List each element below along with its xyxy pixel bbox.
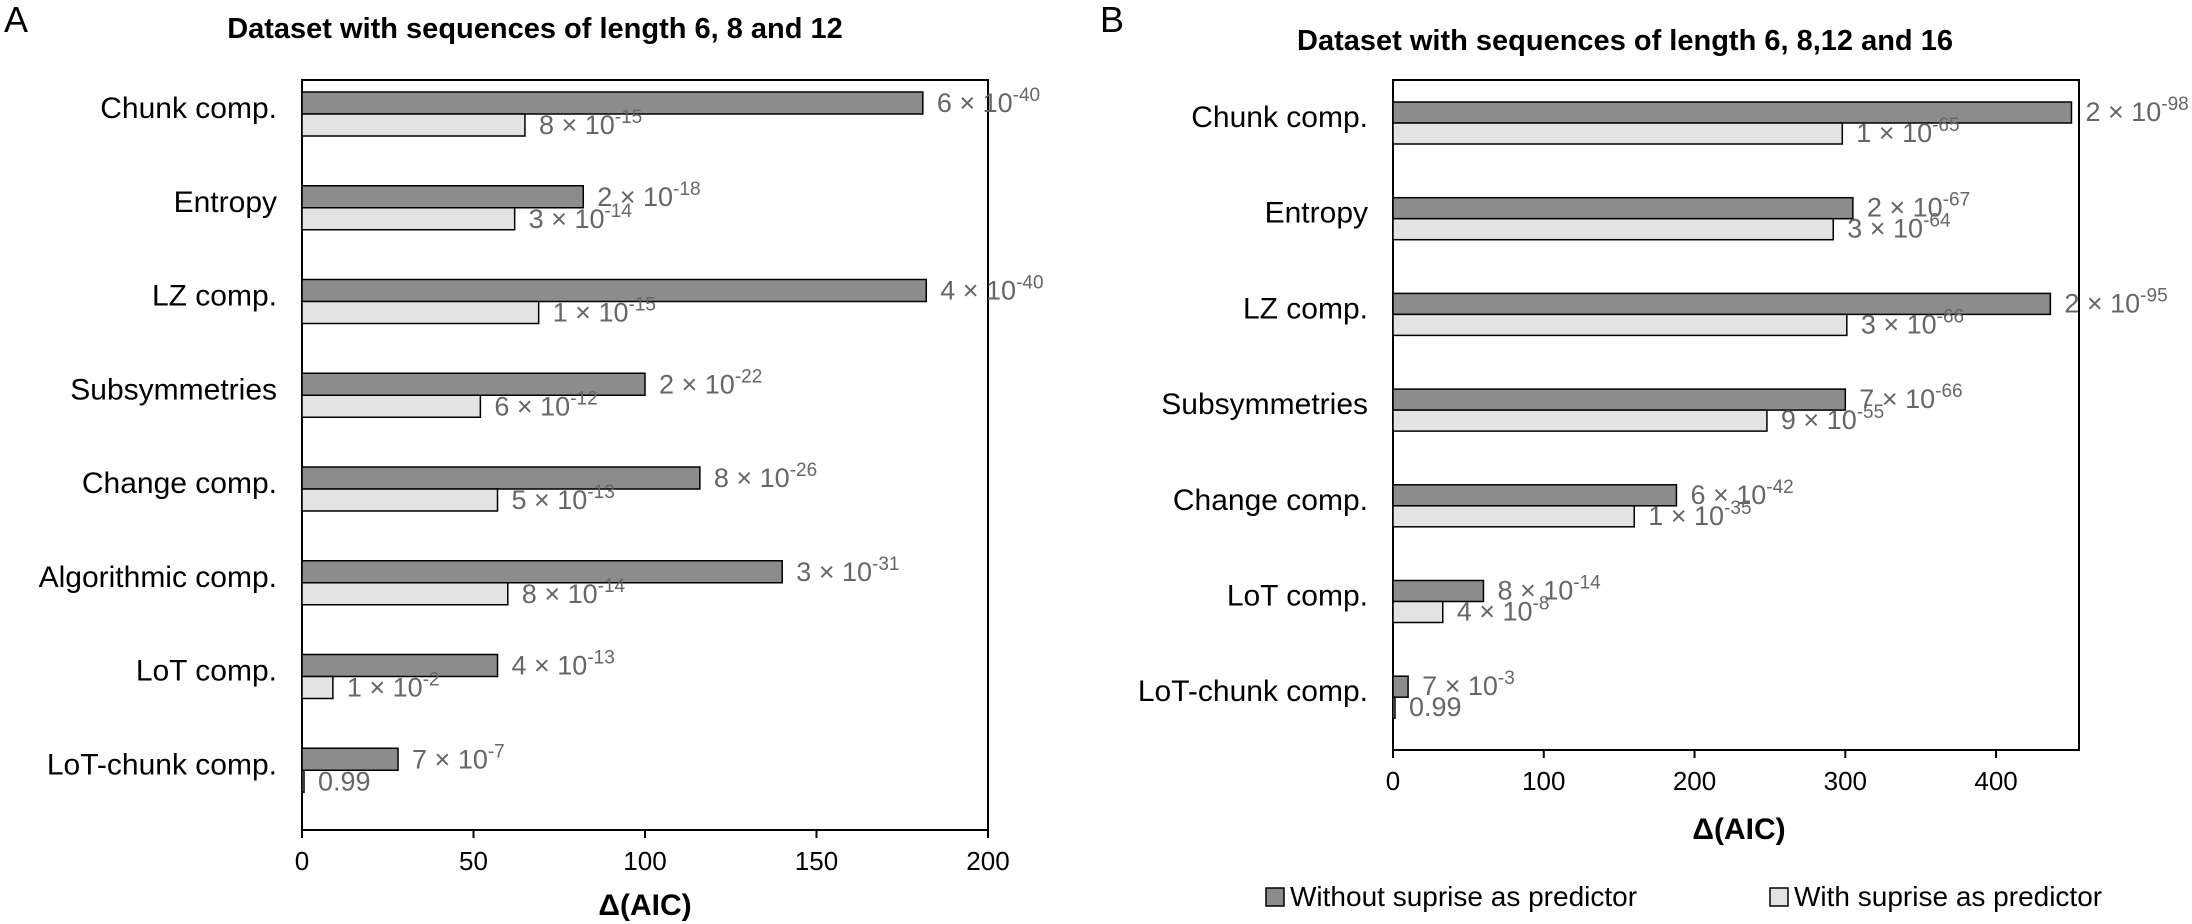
panel-b-data-label: 2 × 10-67 — [1867, 190, 1970, 223]
panel-b-bar-with-surprise — [1392, 696, 1396, 719]
panel-a-bar-with-surprise — [301, 394, 482, 418]
panel-a-bar-with-surprise — [301, 675, 334, 700]
panel-a-title: Dataset with sequences of length 6, 8 an… — [227, 13, 843, 45]
panel-a-category-label: Chunk comp. — [100, 92, 277, 125]
panel-b-bar-with-surprise — [1392, 313, 1848, 337]
panel-a-category-label: Algorithmic comp. — [39, 561, 277, 594]
panel-b-x-axis-label: Δ(AIC) — [1692, 813, 1785, 846]
panel-b-data-label: 0.99 — [1409, 692, 1462, 722]
panel-a-data-label: 2 × 10-22 — [659, 366, 762, 399]
panel-b-data-label: 7 × 10-66 — [1859, 381, 1962, 414]
panel-a-category-label: LoT-chunk comp. — [47, 748, 277, 781]
legend-label-with: With suprise as predictor — [1794, 881, 2102, 912]
panel-b-data-label: 2 × 10-95 — [2064, 285, 2167, 318]
panel-a: A Dataset with sequences of length 6, 8 … — [4, 0, 1044, 922]
panel-b-bar-without-surprise — [1392, 675, 1409, 698]
panel-a-category-label: LZ comp. — [152, 280, 277, 313]
panel-b-bar-with-surprise — [1392, 600, 1444, 624]
panel-b-bar-without-surprise — [1392, 196, 1854, 220]
panel-b-data-label: 1 × 10-65 — [1856, 115, 1959, 148]
panel-a-data-label: 4 × 10-13 — [512, 648, 615, 681]
panel-b-bar-without-surprise — [1392, 388, 1847, 411]
panel-a-data-label: 0.99 — [318, 766, 371, 796]
panel-a-category-label: Entropy — [174, 186, 277, 219]
panel-b-marks: 0 100 200 300 400 Chunk comp. 2 × 10-98 1 × 10-… — [1138, 94, 2189, 796]
panel-b-data-label: 9 × 10-55 — [1781, 402, 1884, 435]
panel-a-bar-with-surprise — [301, 113, 526, 137]
legend: Without suprise as predictor With supris… — [1265, 881, 2102, 912]
panel-a-x-tick-label: 50 — [459, 846, 488, 876]
panel-b-bar-without-surprise — [1392, 101, 2073, 124]
panel-b-data-label: 8 × 10-14 — [1497, 573, 1601, 606]
panel-b-data-label: 7 × 10-3 — [1422, 668, 1515, 701]
panel-b-category-label: LoT comp. — [1227, 580, 1368, 613]
panel-a-x-axis-label: Δ(AIC) — [598, 889, 691, 922]
panel-a-category-label: LoT comp. — [136, 655, 277, 688]
panel-a-bar-without-surprise — [301, 91, 924, 115]
panel-a-data-label: 8 × 10-14 — [522, 576, 626, 609]
legend-label-without: Without suprise as predictor — [1290, 881, 1637, 912]
panel-a-x-tick-label: 0 — [295, 846, 309, 876]
panel-b-x-tick-label: 200 — [1673, 766, 1716, 796]
legend-swatch-with — [1769, 887, 1789, 907]
panel-a-data-label: 5 × 10-13 — [512, 482, 615, 515]
panel-b-bar-with-surprise — [1392, 217, 1834, 241]
panel-a-bar-without-surprise — [301, 278, 928, 303]
panel-a-bar-without-surprise — [301, 653, 499, 678]
panel-b-x-tick-label: 300 — [1824, 766, 1867, 796]
panel-a-data-label: 8 × 10-15 — [539, 107, 642, 140]
panel-b-data-label: 1 × 10-35 — [1648, 498, 1751, 531]
panel-a-data-label: 2 × 10-18 — [597, 179, 700, 212]
panel-a-data-label: 1 × 10-15 — [553, 295, 656, 328]
panel-a-bar-with-surprise — [301, 582, 509, 606]
panel-b-data-label: 2 × 10-98 — [2085, 94, 2188, 127]
panel-a-bar-with-surprise — [301, 488, 499, 512]
panel-b-title: Dataset with sequences of length 6, 8,12… — [1297, 25, 1953, 57]
panel-a-data-label: 6 × 10-12 — [494, 388, 597, 421]
panel-b-category-label: Change comp. — [1173, 484, 1368, 517]
panel-b-category-label: Subsymmetries — [1161, 388, 1368, 421]
panel-a-bar-with-surprise — [301, 300, 540, 325]
panel-a-category-label: Change comp. — [82, 467, 277, 500]
panel-b-category-label: LoT-chunk comp. — [1138, 675, 1368, 708]
panel-a-bar-without-surprise — [301, 560, 783, 584]
panel-b-data-label: 6 × 10-42 — [1690, 477, 1793, 510]
panel-b-bar-without-surprise — [1392, 484, 1678, 507]
panel-b-x-tick-label: 400 — [1974, 766, 2017, 796]
panel-b-data-label: 3 × 10-64 — [1847, 211, 1951, 244]
panel-a-letter: A — [4, 0, 28, 40]
panel-a-data-label: 6 × 10-40 — [937, 85, 1040, 118]
panel-a-data-label: 1 × 10-2 — [347, 670, 440, 703]
panel-a-bar-without-surprise — [301, 747, 399, 771]
panel-b-category-label: LZ comp. — [1243, 292, 1368, 325]
panel-a-data-label: 3 × 10-14 — [529, 201, 633, 234]
panel-b-x-tick-label: 0 — [1386, 766, 1400, 796]
panel-a-data-label: 3 × 10-31 — [796, 554, 899, 587]
panel-b-bar-with-surprise — [1392, 409, 1768, 432]
panel-b: B Dataset with sequences of length 6, 8,… — [1100, 0, 2189, 846]
panel-b-bar-with-surprise — [1392, 122, 1844, 145]
panel-a-data-label: 4 × 10-40 — [940, 273, 1043, 306]
panel-b-letter: B — [1100, 0, 1124, 40]
panel-a-bar-without-surprise — [301, 466, 701, 490]
panel-b-data-label: 3 × 10-66 — [1861, 306, 1964, 339]
panel-b-x-tick-label: 100 — [1522, 766, 1565, 796]
panel-a-marks: 0 50 100 150 200 Chunk comp. 6 × 10-40 8 × 10-1… — [39, 85, 1044, 876]
legend-swatch-without — [1265, 887, 1285, 907]
panel-a-bar-with-surprise — [301, 207, 516, 231]
panel-a-x-tick-label: 150 — [795, 846, 838, 876]
panel-a-bar-with-surprise — [301, 769, 305, 793]
panel-b-category-label: Entropy — [1265, 197, 1368, 230]
panel-b-data-label: 4 × 10-8 — [1457, 594, 1550, 627]
panel-b-category-label: Chunk comp. — [1191, 101, 1368, 134]
panel-a-data-label: 7 × 10-7 — [412, 741, 505, 774]
panel-b-bar-with-surprise — [1392, 505, 1635, 528]
panel-a-category-label: Subsymmetries — [70, 373, 277, 406]
panel-a-x-tick-label: 100 — [623, 846, 666, 876]
panel-a-x-tick-label: 200 — [966, 846, 1009, 876]
panel-a-data-label: 8 × 10-26 — [714, 460, 817, 493]
